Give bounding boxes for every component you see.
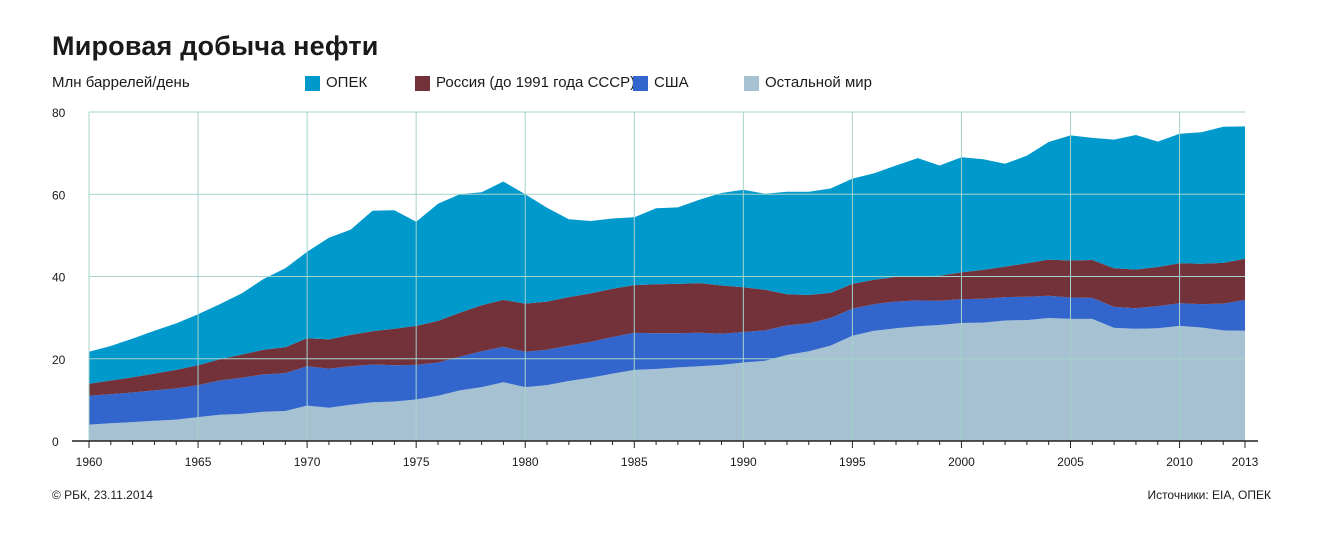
x-tick-label: 1995 bbox=[839, 455, 866, 469]
copyright-note: © РБК, 23.11.2014 bbox=[52, 488, 153, 502]
area-series-opec bbox=[89, 126, 1245, 384]
legend-item-usa: США bbox=[633, 73, 689, 93]
legend-item-rest: Остальной мир bbox=[744, 73, 872, 93]
x-tick-label: 1970 bbox=[294, 455, 321, 469]
x-tick-label: 1990 bbox=[730, 455, 757, 469]
sources-note: Источники: EIA, ОПЕК bbox=[1147, 488, 1271, 502]
legend-swatch-rest bbox=[744, 75, 759, 91]
x-tick-label: 2000 bbox=[948, 455, 975, 469]
legend-label-russia: Россия (до 1991 года СССР) bbox=[436, 74, 636, 91]
y-tick-label: 0 bbox=[52, 435, 59, 449]
area-series-russia bbox=[89, 258, 1245, 396]
chart-title: Мировая добыча нефти bbox=[52, 31, 379, 61]
x-tick-label: 1980 bbox=[512, 455, 539, 469]
y-axis-unit-label: Млн баррелей/день bbox=[52, 74, 190, 91]
legend-label-usa: США bbox=[654, 74, 689, 91]
x-tick-label: 1985 bbox=[621, 455, 648, 469]
legend-label-rest: Остальной мир bbox=[765, 74, 872, 91]
legend-swatch-russia bbox=[415, 75, 430, 91]
y-tick-label: 80 bbox=[52, 106, 66, 120]
grid-lines bbox=[88, 111, 1245, 441]
y-tick-label: 40 bbox=[52, 271, 66, 285]
x-tick-label: 1975 bbox=[403, 455, 430, 469]
x-tick-label: 2010 bbox=[1166, 455, 1193, 469]
legend-label-opec: ОПЕК bbox=[326, 74, 368, 91]
x-tick-label: 1965 bbox=[185, 455, 212, 469]
axes: 0 20 40 60 80 1960 1965 1970 1975 1980 1985 1990 199… bbox=[52, 106, 1259, 469]
x-tick-label: 2013 bbox=[1232, 455, 1259, 469]
legend-item-russia: Россия (до 1991 года СССР) bbox=[415, 73, 635, 93]
stacked-areas bbox=[89, 126, 1245, 441]
x-tick-label: 2005 bbox=[1057, 455, 1084, 469]
legend-swatch-opec bbox=[305, 75, 320, 91]
area-series-rest bbox=[89, 318, 1245, 441]
legend-swatch-usa bbox=[633, 75, 648, 91]
legend-item-opec: ОПЕК bbox=[305, 73, 367, 93]
y-tick-label: 60 bbox=[52, 188, 66, 202]
y-tick-label: 20 bbox=[52, 353, 66, 367]
area-series-usa bbox=[89, 295, 1245, 425]
x-tick-label: 1960 bbox=[76, 455, 103, 469]
legend: ОПЕК Россия (до 1991 года СССР) США Оста… bbox=[0, 73, 1323, 93]
